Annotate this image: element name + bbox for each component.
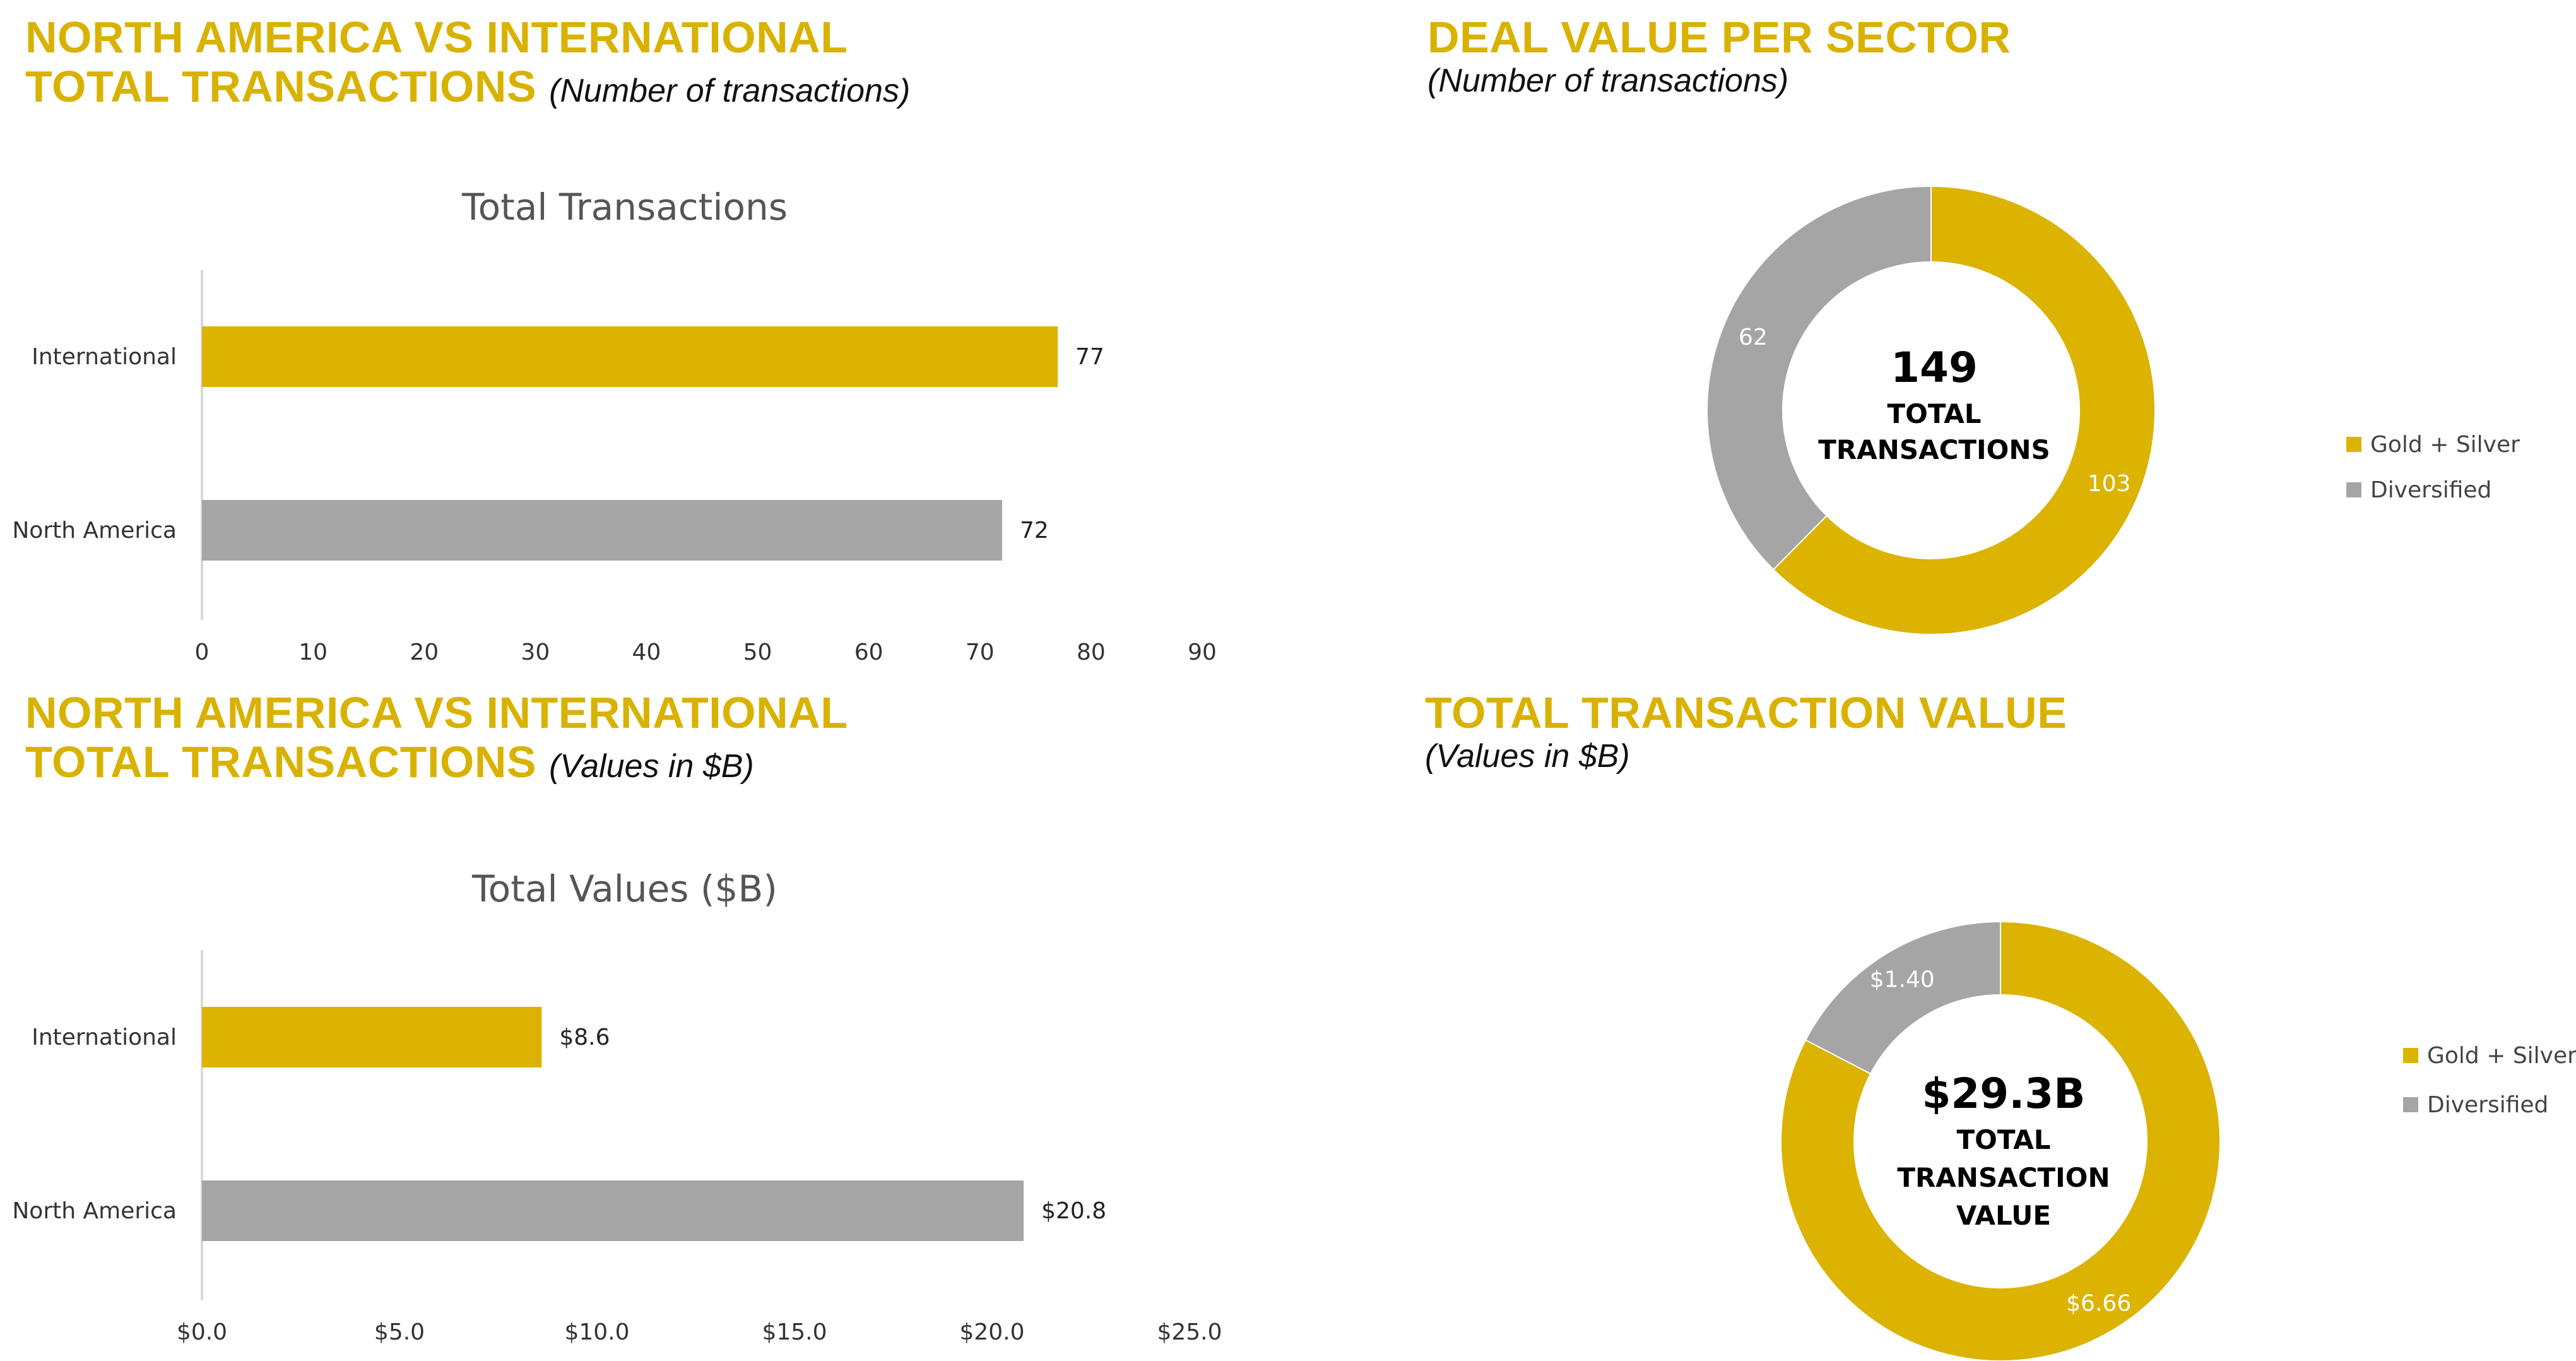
sector-count-legend-label: Diversified — [2370, 477, 2491, 503]
sector-count-slice-label: 62 — [1739, 324, 1768, 350]
transactions-x-tick: 90 — [1188, 639, 1217, 665]
tr-heading: DEAL VALUE PER SECTOR — [1427, 13, 2011, 62]
sector-count-slice-gold-silver — [1772, 185, 2156, 635]
transactions-category-label: International — [32, 344, 177, 370]
bl-heading-line2: TOTAL TRANSACTIONS (Values in $B) — [25, 737, 848, 791]
transactions-x-tick: 80 — [1077, 639, 1106, 665]
br-heading-line1: TOTAL TRANSACTION VALUE — [1425, 688, 2067, 737]
br-subtitle: (Values in $B) — [1425, 738, 1630, 775]
transactions-x-tick: 20 — [410, 639, 439, 665]
bl-heading-line2-text: TOTAL TRANSACTIONS — [25, 737, 537, 787]
transactions-category-label: North America — [12, 518, 177, 544]
sector-value-slice-diversified — [1804, 920, 2001, 1075]
sector-value-center-label: TRANSACTION — [1897, 1162, 2110, 1193]
tr-subtitle: (Number of transactions) — [1427, 62, 1789, 99]
transactions-bar-north-america — [202, 500, 1002, 561]
values-x-tick: $5.0 — [374, 1319, 425, 1345]
sector-value-slice-gold-silver — [1780, 920, 2221, 1361]
tl-heading: NORTH AMERICA VS INTERNATIONAL TOTAL TRA… — [25, 13, 910, 116]
values-x-tick: $15.0 — [762, 1319, 827, 1345]
values-x-tick: $10.0 — [564, 1319, 629, 1345]
sector-count-center-label: TOTAL — [1887, 398, 1981, 429]
sector-value-center-value: $29.3B — [1922, 1069, 2085, 1118]
bl-heading: NORTH AMERICA VS INTERNATIONAL TOTAL TRA… — [25, 688, 848, 791]
transactions-data-label: 77 — [1075, 344, 1104, 370]
values-chart-title: Total Values ($B) — [471, 867, 777, 910]
sector-value-slice-label: $1.40 — [1870, 967, 1935, 993]
tl-heading-line2: TOTAL TRANSACTIONS (Number of transactio… — [25, 62, 910, 116]
sector-count-center-label: TRANSACTIONS — [1818, 434, 2050, 465]
sector-count-legend-swatch — [2346, 482, 2361, 497]
sector-count-slice-diversified — [1706, 185, 1932, 571]
sector-count-slice-label: 103 — [2088, 471, 2131, 497]
transactions-x-tick: 30 — [521, 639, 550, 665]
values-x-tick: $20.0 — [959, 1319, 1024, 1345]
sector-value-legend-label: Gold + Silver — [2427, 1043, 2576, 1069]
transactions-x-tick: 40 — [632, 639, 661, 665]
transactions-bar-international — [202, 326, 1058, 387]
transactions-x-tick: 70 — [966, 639, 995, 665]
transactions-chart-title: Total Transactions — [461, 186, 788, 229]
tl-subtitle: (Number of transactions) — [549, 73, 911, 109]
values-x-tick: $0.0 — [177, 1319, 227, 1345]
transactions-x-tick: 0 — [195, 639, 210, 665]
tl-heading-line2-text: TOTAL TRANSACTIONS — [25, 62, 537, 111]
transactions-x-tick: 60 — [854, 639, 883, 665]
values-category-label: International — [32, 1025, 177, 1050]
transactions-x-tick: 10 — [298, 639, 328, 665]
sector-count-legend-swatch — [2346, 437, 2361, 452]
sector-count-legend-label: Gold + Silver — [2370, 432, 2520, 458]
br-heading: TOTAL TRANSACTION VALUE — [1425, 688, 2067, 737]
sector-value-slice-label: $6.66 — [2066, 1290, 2131, 1316]
sector-value-legend-swatch — [2403, 1097, 2418, 1112]
sector-value-legend-swatch — [2403, 1048, 2418, 1063]
sector-value-center-label: TOTAL — [1956, 1124, 2050, 1155]
values-x-tick: $25.0 — [1157, 1319, 1222, 1345]
sector-count-center-value: 149 — [1891, 343, 1978, 392]
bl-heading-line1: NORTH AMERICA VS INTERNATIONAL — [25, 688, 848, 737]
values-data-label: $20.8 — [1041, 1198, 1106, 1224]
tl-heading-line1: NORTH AMERICA VS INTERNATIONAL — [25, 13, 848, 62]
tr-heading-line1: DEAL VALUE PER SECTOR — [1427, 13, 2011, 62]
transactions-data-label: 72 — [1020, 518, 1049, 544]
transactions-x-tick: 50 — [743, 639, 772, 665]
values-bar-international — [202, 1007, 542, 1067]
values-category-label: North America — [12, 1198, 177, 1224]
sector-value-legend-label: Diversified — [2427, 1092, 2548, 1118]
bl-subtitle: (Values in $B) — [549, 748, 754, 785]
values-bar-north-america — [202, 1180, 1024, 1241]
values-data-label: $8.6 — [559, 1025, 610, 1050]
sector-value-center-label: VALUE — [1956, 1200, 2051, 1231]
